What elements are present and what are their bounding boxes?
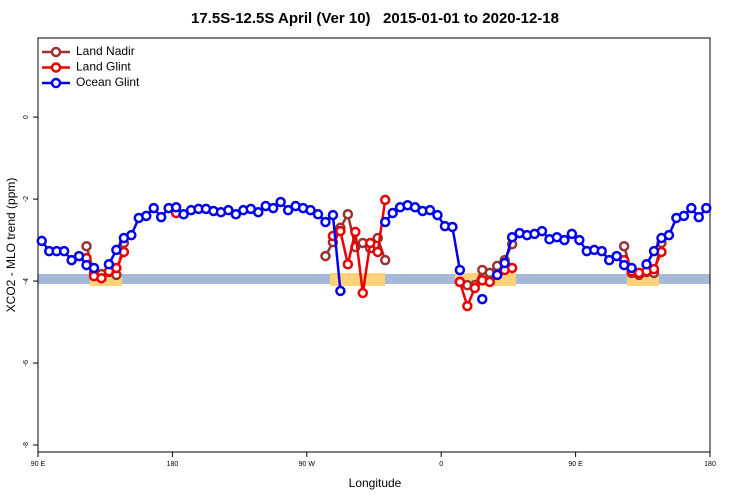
y-tick-label: -2 (23, 196, 30, 202)
data-point (305, 204, 316, 216)
x-axis-label: Longitude (349, 476, 402, 490)
data-point (641, 259, 652, 270)
data-point (693, 211, 705, 223)
data-point (574, 234, 585, 246)
legend-marker (50, 62, 62, 73)
data-point (320, 216, 331, 228)
legend-label: Land Nadir (76, 44, 135, 58)
legend-marker (50, 46, 62, 58)
data-point (447, 221, 458, 233)
land-band (330, 273, 385, 286)
data-point (648, 245, 660, 257)
data-point (335, 225, 346, 237)
y-tick-label: 0 (23, 115, 30, 119)
data-point (320, 250, 331, 262)
y-axis-label: XCO2 - MLO trend (ppm) (4, 178, 18, 313)
data-point (111, 244, 122, 256)
data-point (66, 254, 77, 266)
data-point (267, 202, 279, 214)
x-tick-label: 90 E (31, 461, 46, 468)
data-point (282, 204, 294, 216)
data-point (88, 262, 100, 274)
data-point (178, 209, 189, 220)
y-tick-label: -8 (23, 442, 30, 448)
data-point (618, 240, 630, 252)
data-point (103, 259, 115, 270)
data-point (678, 210, 690, 222)
data-point (469, 282, 481, 294)
surface-mask (38, 273, 710, 286)
data-point (663, 229, 675, 241)
data-point (342, 259, 354, 270)
data-point (462, 300, 473, 312)
data-point (81, 240, 92, 252)
legend-marker (50, 77, 62, 89)
data-point (424, 204, 436, 216)
data-point (686, 202, 697, 214)
data-point (566, 228, 578, 240)
data-point (603, 254, 615, 266)
data-point (73, 250, 85, 262)
data-point (148, 202, 159, 214)
data-point (484, 276, 495, 288)
data-point (432, 209, 443, 221)
legend-label: Land Glint (76, 60, 131, 74)
data-point (372, 246, 383, 258)
data-point (357, 287, 369, 299)
data-point (454, 276, 466, 288)
series (36, 196, 712, 305)
x-tick-label: 0 (439, 461, 443, 468)
x-tick-label: 180 (167, 461, 179, 468)
x-tick-label: 90 E (568, 461, 583, 468)
data-point (499, 257, 510, 269)
plot-frame (37, 37, 711, 453)
data-point (379, 254, 391, 266)
chart-title: 17.5S-12.5S April (Ver 10) 2015-01-01 to… (191, 10, 559, 27)
data-point (126, 229, 137, 241)
data-point (491, 269, 503, 281)
data-point (327, 209, 339, 221)
data-point (387, 207, 398, 219)
data-point (96, 272, 107, 284)
data-point (701, 202, 712, 214)
data-point (626, 262, 637, 274)
data-point (596, 245, 607, 257)
data-point (379, 194, 391, 206)
data-point (536, 225, 548, 237)
data-point (365, 237, 376, 249)
data-point (506, 262, 518, 274)
data-point (506, 231, 518, 243)
data-point (477, 293, 488, 305)
data-point (342, 209, 354, 220)
data-point (275, 196, 286, 208)
x-tick-label: 180 (704, 461, 716, 468)
legend-label: Ocean Glint (76, 75, 140, 89)
data-point (350, 226, 361, 238)
data-point (559, 234, 570, 246)
data-point (454, 264, 466, 276)
data-point (312, 209, 324, 220)
data-point (335, 285, 346, 297)
data-point (155, 211, 167, 223)
data-point (170, 202, 182, 213)
data-point (611, 250, 622, 262)
y-tick-label: -4 (23, 278, 30, 284)
data-point (230, 209, 242, 220)
data-point (253, 206, 264, 218)
data-point (648, 263, 660, 275)
data-point (36, 235, 47, 247)
data-point (141, 210, 152, 222)
data-point (58, 245, 70, 257)
data-point (379, 216, 391, 228)
data-point (223, 204, 234, 216)
x-tick-label: 90 W (299, 461, 316, 468)
y-tick-label: -6 (23, 360, 30, 366)
